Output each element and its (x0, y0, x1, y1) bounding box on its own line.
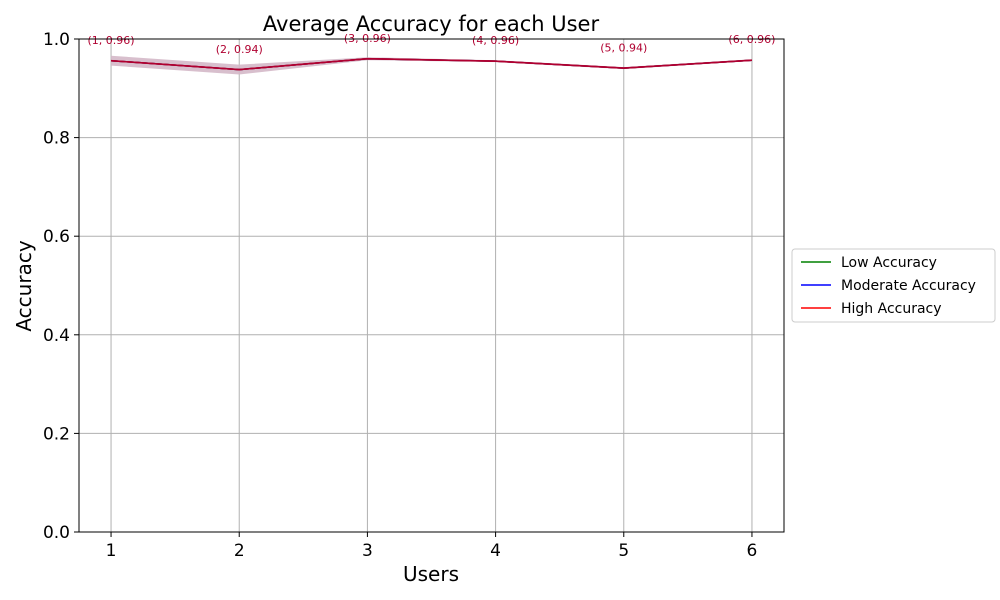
x-tick-label: 6 (747, 541, 758, 561)
legend: Low Accuracy Moderate Accuracy High Accura… (791, 248, 996, 323)
y-axis-label: Accuracy (12, 240, 36, 331)
legend-label: Low Accuracy (841, 255, 937, 271)
x-tick-label: 4 (490, 541, 501, 561)
x-tick-label: 5 (618, 541, 629, 561)
data-point-annotation: (3, 0.96) (344, 32, 391, 45)
y-tick-label: 0.6 (43, 227, 70, 247)
series-overlap-line (110, 57, 753, 71)
plot-frame (78, 38, 785, 533)
data-point-annotation: (2, 0.94) (216, 43, 263, 56)
legend-frame (791, 248, 996, 323)
data-point-annotation: (4, 0.96) (472, 34, 519, 47)
y-tick-label: 0.8 (43, 129, 70, 149)
y-tick-label: 1.0 (43, 30, 70, 50)
y-tick-label: 0.0 (43, 523, 70, 543)
plot-area: (1, 0.96) (2, 0.94) (3, 0.96) (4, 0.96) (5, … (43, 30, 785, 561)
chart-title: Average Accuracy for each User (263, 12, 600, 36)
data-point-annotation: (5, 0.94) (600, 41, 647, 54)
x-tick-label: 3 (362, 541, 373, 561)
legend-label: Moderate Accuracy (841, 278, 976, 294)
legend-label: High Accuracy (841, 301, 942, 317)
confidence-band (111, 55, 752, 75)
y-tick-label: 0.2 (43, 424, 70, 444)
x-axis-label: Users (403, 562, 459, 586)
data-point-annotation: (1, 0.96) (88, 34, 135, 47)
x-tick-label: 1 (106, 541, 117, 561)
y-tick-label: 0.4 (43, 326, 70, 346)
x-tick-label: 2 (234, 541, 245, 561)
